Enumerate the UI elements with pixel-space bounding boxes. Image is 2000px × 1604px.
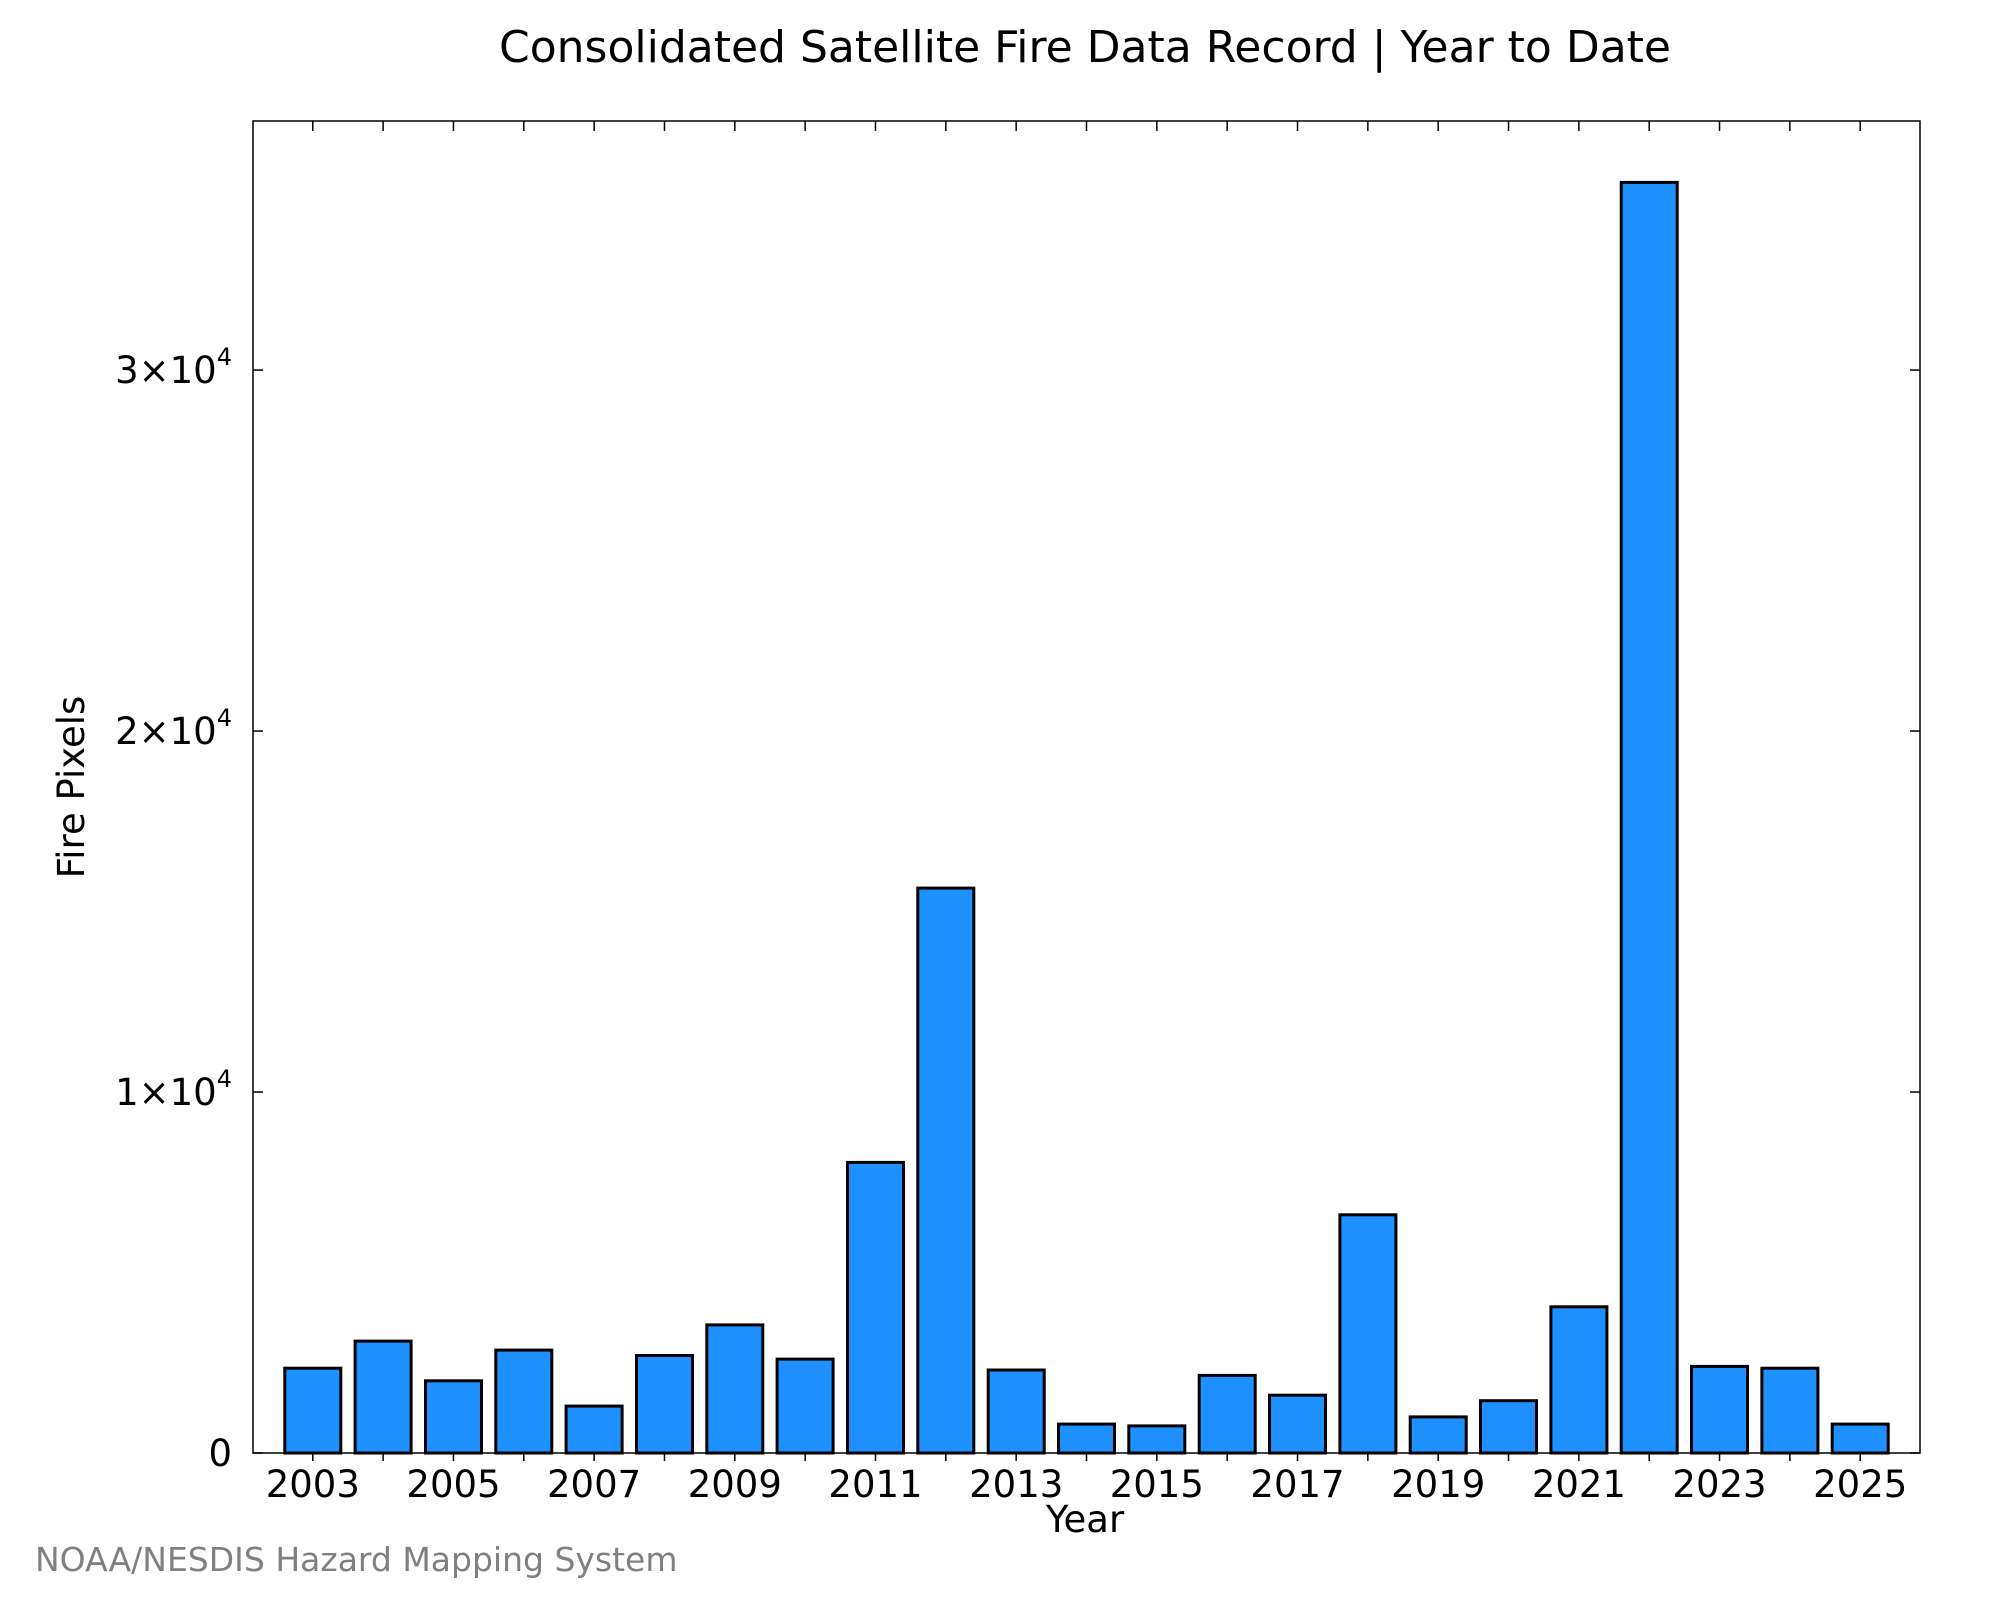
bar-2017 xyxy=(1268,1393,1327,1455)
chart-title: Consolidated Satellite Fire Data Record … xyxy=(499,22,1671,73)
y-tick-exponent: 4 xyxy=(217,343,232,371)
bar-2025 xyxy=(1830,1422,1890,1455)
x-tick-label: 2025 xyxy=(1813,1463,1907,1506)
bar-2020 xyxy=(1479,1399,1538,1455)
x-axis-label: Year xyxy=(1045,1498,1125,1541)
bar-2023 xyxy=(1690,1364,1749,1455)
bar-2007 xyxy=(564,1404,624,1455)
bar-2009 xyxy=(705,1323,765,1455)
y-tick-label: 2×104 xyxy=(115,704,232,753)
bar-2008 xyxy=(635,1354,694,1455)
x-tick-label: 2019 xyxy=(1391,1463,1485,1506)
ticks-layer: 2003 2005 2007 2009 2011 2013 2015 2017 2019 2021… xyxy=(115,121,1920,1506)
bars-layer xyxy=(283,180,1890,1455)
y-tick-exponent: 4 xyxy=(217,1065,232,1093)
y-tick-label: 1×104 xyxy=(115,1065,232,1114)
bar-2022 xyxy=(1619,180,1679,1455)
y-tick-label: 3×104 xyxy=(115,343,232,392)
bar-2010 xyxy=(775,1357,835,1455)
y-axis-label: Fire Pixels xyxy=(50,696,93,879)
bar-2006 xyxy=(494,1348,554,1455)
bar-2015 xyxy=(1127,1424,1187,1455)
x-tick-label: 2003 xyxy=(266,1463,360,1506)
bar-2011 xyxy=(846,1160,905,1455)
bar-2003 xyxy=(283,1366,343,1455)
bar-2024 xyxy=(1760,1366,1820,1455)
bar-2018 xyxy=(1338,1213,1398,1455)
x-tick-label: 2021 xyxy=(1532,1463,1626,1506)
x-tick-label: 2007 xyxy=(547,1463,641,1506)
bar-2016 xyxy=(1197,1373,1257,1455)
bar-2019 xyxy=(1408,1415,1468,1455)
y-tick-mantissa: 0 xyxy=(208,1432,232,1475)
y-tick-exponent: 4 xyxy=(217,704,232,732)
x-tick-label: 2013 xyxy=(969,1463,1063,1506)
y-tick-mantissa: 1×10 xyxy=(115,1071,217,1114)
bar-2012 xyxy=(916,886,976,1455)
x-tick-label: 2017 xyxy=(1250,1463,1344,1506)
x-tick-label: 2005 xyxy=(406,1463,500,1506)
bar-2004 xyxy=(353,1339,413,1455)
bar-2014 xyxy=(1057,1422,1116,1455)
y-tick-mantissa: 2×10 xyxy=(115,710,217,753)
source-credit: NOAA/NESDIS Hazard Mapping System xyxy=(35,1540,678,1579)
bar-2021 xyxy=(1549,1305,1609,1455)
x-tick-label: 2015 xyxy=(1110,1463,1204,1506)
x-tick-label: 2011 xyxy=(828,1463,922,1506)
y-tick-label: 0 xyxy=(208,1432,232,1475)
bar-2013 xyxy=(986,1368,1046,1455)
x-tick-label: 2009 xyxy=(688,1463,782,1506)
y-tick-mantissa: 3×10 xyxy=(115,349,217,392)
bar-2005 xyxy=(424,1379,483,1455)
x-tick-label: 2023 xyxy=(1672,1463,1766,1506)
